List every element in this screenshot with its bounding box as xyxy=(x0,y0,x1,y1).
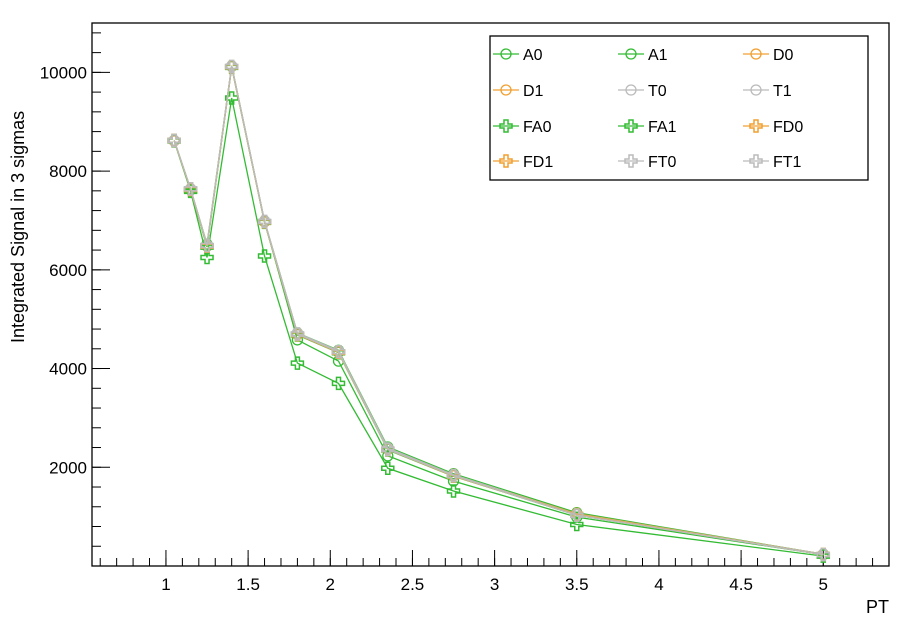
legend-label-t1: T1 xyxy=(773,83,792,100)
legend-label-t0: T0 xyxy=(648,83,667,100)
legend: A0 A1 D0 D1 T0 T1 FA0 FA1 FD0 FD1 FT0 FT1 xyxy=(489,35,869,181)
legend-marker-fd0 xyxy=(749,119,763,133)
legend-marker-d1 xyxy=(500,84,512,96)
x-tick-label: 3 xyxy=(490,575,499,594)
legend-marker-fa1 xyxy=(624,119,638,133)
legend-label-ft1: FT1 xyxy=(773,154,802,171)
data-point-fa0 xyxy=(290,356,305,370)
y-tick-label: 8000 xyxy=(49,162,87,181)
data-point-ft1 xyxy=(381,442,395,457)
legend-entry-ft1: FT1 xyxy=(743,154,802,171)
legend-entry-fd0: FD0 xyxy=(743,119,803,136)
legend-marker-ft0 xyxy=(624,154,638,168)
x-tick-label: 2 xyxy=(326,575,335,594)
plot-frame xyxy=(91,22,890,567)
data-point-ft1 xyxy=(200,238,214,253)
legend-entry-ft0: FT0 xyxy=(618,154,677,171)
x-tick-label: 5 xyxy=(819,575,828,594)
data-point-fa0 xyxy=(331,376,346,391)
y-tick-label: 6000 xyxy=(49,261,87,280)
legend-label-a0: A0 xyxy=(523,47,543,64)
data-point-fa0 xyxy=(200,250,214,265)
x-tick-label: 4 xyxy=(654,575,663,594)
data-point-ft1 xyxy=(816,547,831,562)
y-tick-label: 10000 xyxy=(40,63,87,82)
legend-marker-ft1 xyxy=(749,154,763,168)
x-tick-labels: 1 1.5 2 2.5 3 3.5 4 4.5 5 xyxy=(161,575,828,594)
series-line-ft1 xyxy=(173,66,824,556)
legend-label-fd0: FD0 xyxy=(773,119,803,136)
y-axis-title: Integrated Signal in 3 sigmas xyxy=(8,111,28,343)
legend-entry-t0: T0 xyxy=(618,83,667,100)
legend-marker-t1 xyxy=(750,84,762,96)
data-point-ft1 xyxy=(183,182,198,196)
legend-label-d0: D0 xyxy=(773,47,794,64)
legend-label-fa0: FA0 xyxy=(523,119,552,136)
x-axis-title: PT xyxy=(866,597,889,617)
data-point-ft1 xyxy=(331,345,346,359)
legend-entry-a0: A0 xyxy=(493,47,543,64)
series-ft1 xyxy=(167,59,831,562)
legend-marker-fa0 xyxy=(499,119,513,133)
data-point-fa0 xyxy=(381,461,395,476)
series-line-fa0 xyxy=(173,97,824,557)
data-point-ft1 xyxy=(257,214,272,229)
legend-label-d1: D1 xyxy=(523,83,544,100)
y-tick-label: 4000 xyxy=(49,360,87,379)
data-point-ft1 xyxy=(224,59,239,74)
x-tick-label: 4.5 xyxy=(729,575,753,594)
major-ticks xyxy=(92,71,824,566)
data-point-t1 xyxy=(168,134,180,147)
legend-entry-fa0: FA0 xyxy=(493,119,552,136)
legend-marker-d0 xyxy=(750,48,762,60)
data-point-fa0 xyxy=(257,249,272,263)
legend-entry-fa1: FA1 xyxy=(618,119,677,136)
legend-marker-a0 xyxy=(500,48,512,60)
data-point-ft1 xyxy=(570,508,584,522)
legend-label-fa1: FA1 xyxy=(648,119,677,136)
y-tick-label: 2000 xyxy=(49,458,87,477)
data-point-fa0 xyxy=(570,517,584,532)
data-point-ft1 xyxy=(167,133,181,148)
x-tick-label: 1 xyxy=(161,575,170,594)
legend-entry-t1: T1 xyxy=(743,83,792,100)
x-tick-label: 2.5 xyxy=(401,575,425,594)
legend-marker-t0 xyxy=(625,84,637,96)
legend-box xyxy=(489,35,869,181)
data-point-ft1 xyxy=(290,327,305,341)
data-point-a0 xyxy=(382,450,394,462)
x-tick-label: 3.5 xyxy=(565,575,589,594)
legend-label-a1: A1 xyxy=(648,47,668,64)
data-point-ft1 xyxy=(446,468,461,483)
legend-entry-a1: A1 xyxy=(618,47,668,64)
legend-marker-a1 xyxy=(625,48,637,60)
x-tick-label: 1.5 xyxy=(236,575,260,594)
legend-entry-d0: D0 xyxy=(743,47,794,64)
series-layer xyxy=(167,59,831,563)
legend-label-fd1: FD1 xyxy=(523,154,553,171)
legend-entry-d1: D1 xyxy=(493,83,544,100)
legend-entry-fd1: FD1 xyxy=(493,154,553,171)
legend-marker-fd1 xyxy=(499,154,513,168)
data-point-fa0 xyxy=(224,91,239,105)
y-tick-labels: 2000 4000 6000 8000 10000 xyxy=(40,63,87,477)
data-point-fa0 xyxy=(446,484,461,498)
legend-label-ft0: FT0 xyxy=(648,154,677,171)
